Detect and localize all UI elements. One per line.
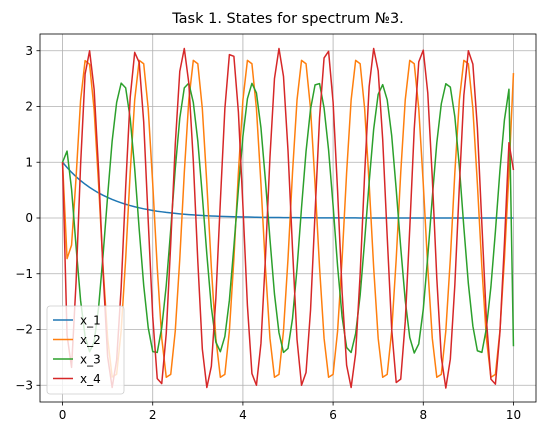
x-tick-label: 0 [59,408,67,422]
legend-label: x_2 [80,333,101,347]
legend-label: x_1 [80,313,101,327]
series-group [61,47,515,389]
y-tick-label: −2 [15,323,33,337]
chart-title: Task 1. States for spectrum №3. [171,11,404,27]
x-tick-label: 2 [149,408,157,422]
legend-box [46,305,125,395]
x-tick-label: 6 [329,408,337,422]
y-tick-label: 1 [25,155,33,169]
series-line-x3 [61,82,515,354]
legend-label: x_3 [80,352,101,366]
x-tick-label: 8 [419,408,427,422]
y-tick-label: 0 [25,211,33,225]
series-line-x4 [61,47,515,389]
y-tick-label: 2 [25,100,33,114]
x-tick-label: 10 [506,408,521,422]
series-line-x2 [61,59,515,378]
legend: x_1 x_2 x_3 x_4 [46,305,125,395]
legend-label: x_4 [80,372,101,386]
y-tick-label: 3 [25,44,33,58]
y-tick-label: −3 [15,378,33,392]
y-tick-label: −1 [15,267,33,281]
x-tick-label: 4 [239,408,247,422]
plot-area: 0 2 4 6 8 10 −3 −2 −1 0 1 2 3 x_1 x_2 x_3 x_4 [15,33,537,422]
